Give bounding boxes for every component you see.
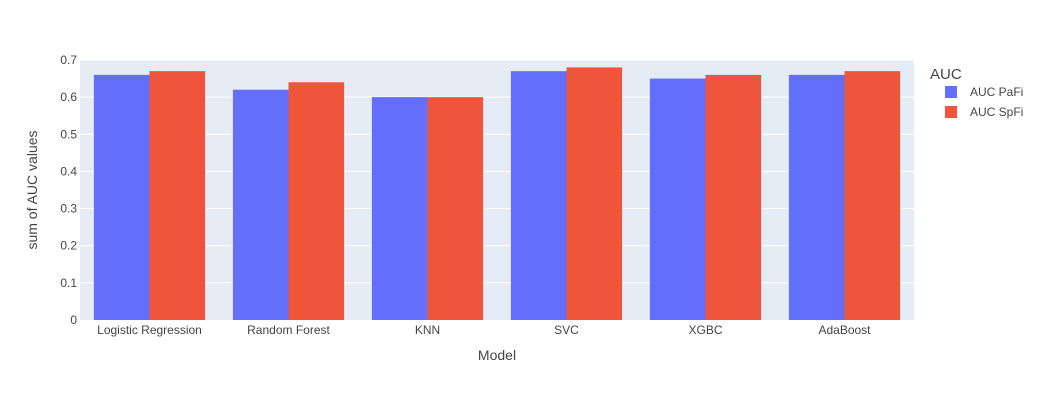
y-tick-label: 0.6 xyxy=(60,90,77,104)
x-tick-label: AdaBoost xyxy=(818,323,871,337)
bar[interactable] xyxy=(566,67,623,320)
legend[interactable]: AUC AUC PaFi AUC SpFi xyxy=(930,66,1023,119)
bar[interactable] xyxy=(232,89,289,320)
bar[interactable] xyxy=(788,74,845,320)
bar[interactable] xyxy=(93,74,150,320)
legend-swatch xyxy=(945,106,957,118)
y-tick-label: 0.1 xyxy=(60,276,77,290)
y-tick-label: 0.3 xyxy=(60,202,77,216)
bars xyxy=(93,67,901,321)
y-tick-label: 0 xyxy=(70,313,77,327)
gridlines xyxy=(80,59,914,284)
plot-background xyxy=(80,60,914,320)
bar[interactable] xyxy=(149,71,206,321)
x-axis-ticks: Logistic Regression Random Forest KNN SVC XG… xyxy=(97,323,871,337)
y-axis-ticks: 0 0.1 0.2 0.3 0.4 0.5 0.6 0.7 xyxy=(60,53,77,327)
y-tick-label: 0.4 xyxy=(60,164,77,178)
legend-item[interactable]: AUC SpFi xyxy=(945,105,1023,119)
bar[interactable] xyxy=(510,71,567,321)
legend-label: AUC SpFi xyxy=(970,105,1023,119)
bar[interactable] xyxy=(371,97,428,321)
legend-items[interactable]: AUC PaFi AUC SpFi xyxy=(945,85,1023,119)
legend-label: AUC PaFi xyxy=(970,85,1023,99)
bar[interactable] xyxy=(288,82,345,321)
bar[interactable] xyxy=(705,74,762,320)
legend-title: AUC xyxy=(930,66,962,83)
y-tick-label: 0.7 xyxy=(60,53,77,67)
y-tick-label: 0.5 xyxy=(60,127,77,141)
x-axis-title: Model xyxy=(478,347,516,363)
y-axis-title: sum of AUC values xyxy=(24,130,40,249)
x-tick-label: XGBC xyxy=(688,323,722,337)
legend-item[interactable]: AUC PaFi xyxy=(945,85,1023,99)
bar[interactable] xyxy=(649,78,706,320)
x-tick-label: Logistic Regression xyxy=(97,323,202,337)
legend-swatch xyxy=(945,86,957,98)
x-tick-label: KNN xyxy=(415,323,440,337)
bar[interactable] xyxy=(844,71,901,321)
bar[interactable] xyxy=(427,97,484,321)
y-tick-label: 0.2 xyxy=(60,239,77,253)
x-tick-label: SVC xyxy=(554,323,579,337)
x-tick-label: Random Forest xyxy=(247,323,330,337)
